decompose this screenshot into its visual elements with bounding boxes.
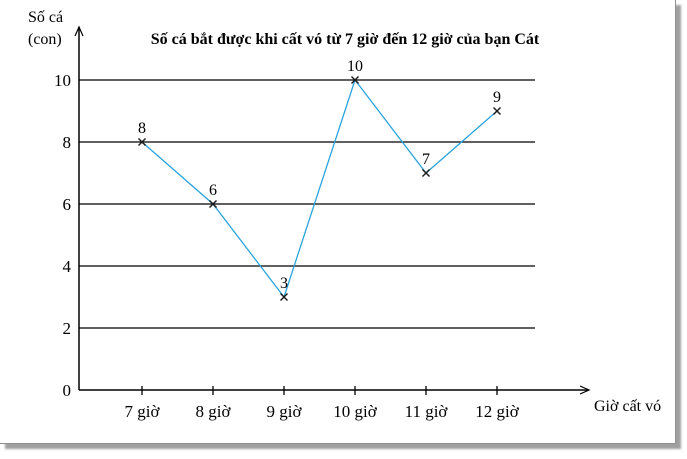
- data-point-label: 9: [493, 89, 501, 106]
- data-point-label: 6: [209, 182, 217, 199]
- y-tick-label: 4: [63, 257, 72, 276]
- data-point-marker: [351, 76, 359, 84]
- y-tick-label: 10: [54, 71, 71, 90]
- x-tick-label: 12 giờ: [475, 402, 519, 421]
- y-tick-label: 8: [63, 133, 72, 152]
- data-line: [141, 78, 498, 299]
- x-axis-arrow-icon: [579, 385, 591, 395]
- data-point-marker: [422, 169, 430, 177]
- y-axis-title-line1: Số cá: [28, 9, 64, 26]
- chart-page: Số cá (con) Số cá bắt được khi cất vó từ…: [0, 0, 676, 444]
- y-tick-label: 2: [63, 319, 72, 338]
- data-point-label: 8: [138, 120, 146, 137]
- x-tick-label: 8 giờ: [196, 402, 232, 421]
- data-point-label: 7: [422, 151, 430, 168]
- line-chart: 0 2 4 6 8 10 7 giờ 8 giờ 9 giờ 10 giờ 11 giờ 12 giờ…: [54, 25, 591, 421]
- y-axis-arrow-icon: [74, 25, 84, 37]
- data-point-label: 3: [280, 275, 288, 292]
- data-point-marker: [209, 200, 217, 208]
- y-axis-title-line2: (con): [28, 31, 62, 48]
- x-axis-title: Giờ cất vó: [594, 398, 662, 415]
- chart-title: Số cá bắt được khi cất vó từ 7 giờ đến 1…: [150, 31, 540, 48]
- y-tick-label: 6: [63, 195, 72, 214]
- data-point-marker: [138, 138, 146, 146]
- x-tick-label: 11 giờ: [405, 402, 449, 421]
- x-tick-label: 9 giờ: [267, 402, 303, 421]
- x-tick-label: 7 giờ: [125, 402, 161, 421]
- data-point-marker: [280, 293, 288, 301]
- y-tick-label: 0: [63, 381, 72, 400]
- data-point-label: 10: [347, 58, 363, 75]
- x-tick-label: 10 giờ: [333, 402, 377, 421]
- y-axis-title: Số cá (con): [28, 7, 63, 51]
- data-point-marker: [493, 107, 501, 115]
